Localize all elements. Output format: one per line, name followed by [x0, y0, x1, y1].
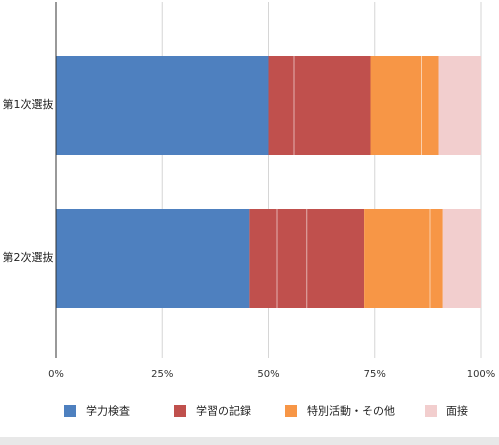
category-label: 第2次選抜 — [3, 250, 54, 264]
legend-label: 特別活動・その他 — [307, 404, 395, 418]
bar-segment-0-1 — [268, 56, 371, 155]
bar-segment-1-2 — [364, 209, 443, 308]
legend-label: 学習の記録 — [196, 404, 251, 418]
bar-segment-0-3 — [438, 56, 481, 155]
legend-swatch — [285, 405, 297, 417]
bottom-scroll-band — [0, 437, 499, 445]
bar-segment-1-0 — [56, 209, 250, 308]
x-tick-label: 100% — [467, 369, 496, 380]
category-label: 第1次選抜 — [3, 97, 54, 111]
x-tick-label: 25% — [151, 369, 173, 380]
bar-segment-1-3 — [442, 209, 481, 308]
legend-label: 学力検査 — [86, 404, 130, 418]
x-tick-label: 50% — [257, 369, 279, 380]
legend-swatch — [64, 405, 76, 417]
bar-segment-0-2 — [370, 56, 439, 155]
legend-label: 面接 — [446, 405, 468, 418]
x-tick-label: 0% — [48, 369, 64, 380]
legend-swatch — [174, 405, 186, 417]
legend-swatch — [425, 405, 437, 417]
x-tick-label: 75% — [364, 369, 386, 380]
bar-segment-0-0 — [56, 56, 269, 155]
